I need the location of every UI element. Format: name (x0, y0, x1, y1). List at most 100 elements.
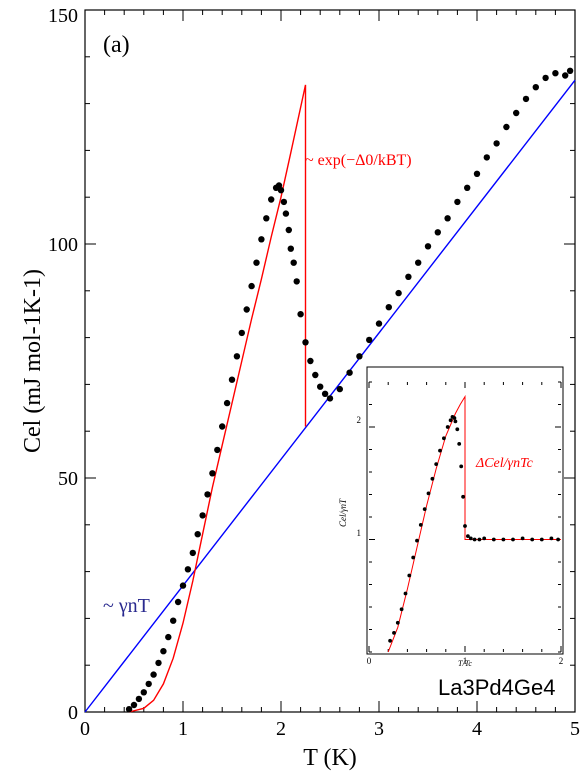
main-data-point (277, 187, 285, 194)
main-data-point (434, 229, 441, 236)
main-data-point (125, 706, 133, 713)
y-tick-labels: 0 50 100 150 (48, 5, 78, 724)
inset-data-point (388, 638, 392, 643)
main-data-point (483, 154, 490, 161)
inset-data-point (395, 620, 400, 625)
inset-data-point (445, 425, 450, 429)
inset-data-point (448, 418, 453, 423)
inset-data-point (453, 419, 458, 424)
x-tick-label: 2 (276, 718, 286, 740)
inset-data-point (399, 607, 404, 612)
inset-x-title: T/Tc (458, 659, 472, 668)
main-data-point (542, 74, 549, 82)
x-tick-label: 4 (472, 718, 482, 740)
inset-y-title: Cel/γnT (338, 498, 348, 527)
inset-data-point (461, 494, 465, 499)
main-data-point (214, 446, 221, 454)
inset-data-point (477, 537, 482, 542)
main-data-point (170, 617, 177, 624)
y-tick-label: 100 (48, 234, 78, 256)
main-data-point (140, 689, 147, 696)
main-data-point (253, 259, 260, 266)
main-data-point (179, 582, 187, 589)
main-data-point (522, 95, 530, 103)
main-data-point (145, 680, 152, 688)
inset-data-point (530, 537, 535, 542)
inset-data-point (426, 491, 431, 496)
main-data-point (280, 198, 288, 206)
inset-data-point (438, 448, 442, 453)
main-data-point (150, 671, 157, 678)
main-data-point (385, 304, 392, 311)
main-data-point (424, 243, 432, 250)
main-data-point (346, 369, 353, 376)
main-data-point (503, 123, 510, 131)
inset-data-point (457, 442, 462, 446)
main-data-point (307, 357, 314, 365)
inset-y-tick-label: 2 (357, 415, 362, 425)
main-data-point (290, 259, 297, 266)
inset-data-point (442, 436, 446, 441)
main-data-point (223, 399, 231, 407)
inset-data-point (452, 416, 457, 420)
inset-data-point (403, 591, 408, 596)
main-data-point (464, 184, 471, 191)
main-data-point (263, 215, 270, 222)
main-data-point (135, 695, 143, 703)
main-data-point (356, 353, 363, 360)
main-data-point (317, 383, 324, 390)
main-fit-line-1 (128, 84, 307, 713)
inset-data-point (468, 536, 473, 541)
inset-data-point (501, 537, 506, 542)
inset-data-point (549, 536, 554, 541)
linear-fit-label: ~ γnT (103, 595, 150, 617)
inset-data-point (463, 524, 467, 528)
main-data-point (454, 198, 461, 206)
main-data-point (321, 390, 329, 397)
main-data-point (312, 371, 319, 379)
x-tick-labels: 0 1 2 3 4 5 (80, 718, 580, 740)
x-tick-label: 5 (570, 718, 580, 740)
compound-label: La3Pd4Ge4 (438, 675, 555, 700)
inset-data-point (472, 537, 477, 542)
inset-data-point (520, 536, 525, 541)
main-data-point (243, 306, 250, 313)
main-data-point (238, 329, 245, 337)
x-tick-label: 3 (374, 718, 384, 740)
main-data-point (184, 566, 192, 573)
main-data-point (493, 140, 500, 147)
exp-fit-label: ~ exp(−Δ0/kBT) (305, 152, 412, 169)
main-data-point (130, 701, 138, 709)
main-data-point (562, 72, 569, 79)
inset-data-point (556, 537, 560, 542)
y-tick-label: 50 (58, 468, 78, 490)
inset-x-tick-label: 1 (463, 656, 468, 666)
main-data-point (282, 210, 290, 217)
inset-x-tick-label: 0 (367, 656, 372, 666)
main-data-point (228, 376, 236, 383)
x-axis-title: T (K) (303, 745, 357, 771)
inset-data-point (422, 507, 427, 511)
main-data-point (293, 278, 300, 285)
main-data-point (209, 470, 216, 477)
main-data-point (395, 289, 402, 297)
inset-y-tick-label: 1 (357, 528, 362, 538)
inset-annotation: ΔCel/γnTc (475, 456, 534, 471)
main-data-point (174, 598, 182, 606)
inset-data-point (430, 476, 435, 481)
inset-data-point (466, 534, 470, 538)
inset-tick-labels: 0 1 2 1 2 (357, 415, 564, 666)
x-tick-label: 0 (80, 718, 90, 740)
main-ticks (84, 9, 576, 713)
y-tick-label: 0 (68, 702, 78, 724)
inset-fit-line-0 (387, 394, 561, 653)
main-data-point (189, 549, 196, 557)
main-data-point (165, 633, 172, 641)
main-data-point (552, 70, 559, 77)
inset-data-point (459, 464, 464, 469)
main-data-point (268, 196, 275, 203)
main-data-point (285, 226, 292, 234)
main-data-point (219, 423, 226, 430)
inset-data-point (434, 462, 439, 466)
y-axis-title: Cel (mJ mol-1K-1) (20, 269, 46, 453)
